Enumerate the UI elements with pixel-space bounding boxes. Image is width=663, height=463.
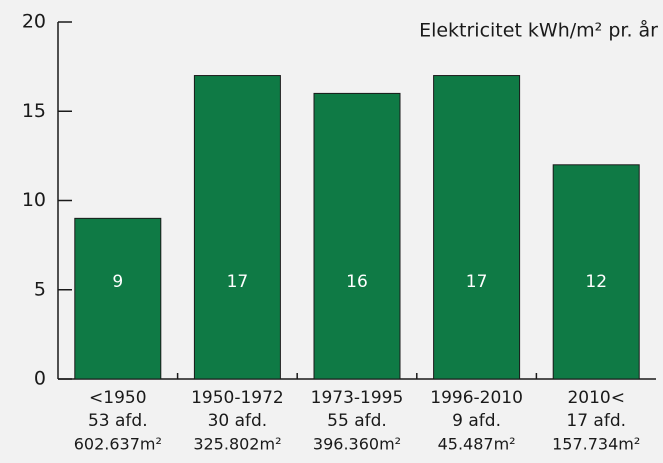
y-tick-label: 0 bbox=[34, 368, 46, 390]
area-label: 602.637m² bbox=[74, 435, 162, 454]
bar bbox=[552, 164, 640, 380]
value-label: 17 bbox=[227, 272, 249, 292]
x-tick-label: 1973-1995 bbox=[311, 388, 404, 408]
x-tick-label: 1996-2010 bbox=[430, 388, 523, 408]
value-label: 16 bbox=[346, 272, 368, 292]
x-tick-label: 1950-1972 bbox=[191, 388, 284, 408]
y-tick-label: 5 bbox=[34, 278, 46, 300]
bar bbox=[193, 75, 281, 380]
value-label: 9 bbox=[112, 272, 123, 292]
y-tick-label: 10 bbox=[22, 189, 46, 211]
value-label: 17 bbox=[466, 272, 488, 292]
area-label: 157.734m² bbox=[552, 435, 640, 454]
bar bbox=[74, 217, 162, 380]
bar bbox=[313, 92, 401, 380]
area-label: 45.487m² bbox=[438, 435, 516, 454]
x-tick-label: 2010< bbox=[567, 388, 625, 408]
department-label: 53 afd. bbox=[88, 411, 148, 431]
y-tick-label: 15 bbox=[22, 100, 46, 122]
department-label: 17 afd. bbox=[566, 411, 626, 431]
chart-title: Elektricitet kWh/m² pr. år bbox=[419, 19, 658, 42]
bar bbox=[433, 75, 521, 380]
y-tick-label: 20 bbox=[22, 11, 46, 33]
x-tick-label: <1950 bbox=[89, 388, 147, 408]
department-label: 55 afd. bbox=[327, 411, 387, 431]
area-label: 396.360m² bbox=[313, 435, 401, 454]
department-label: 30 afd. bbox=[208, 411, 268, 431]
value-label: 12 bbox=[585, 272, 607, 292]
area-label: 325.802m² bbox=[193, 435, 281, 454]
department-label: 9 afd. bbox=[452, 411, 501, 431]
